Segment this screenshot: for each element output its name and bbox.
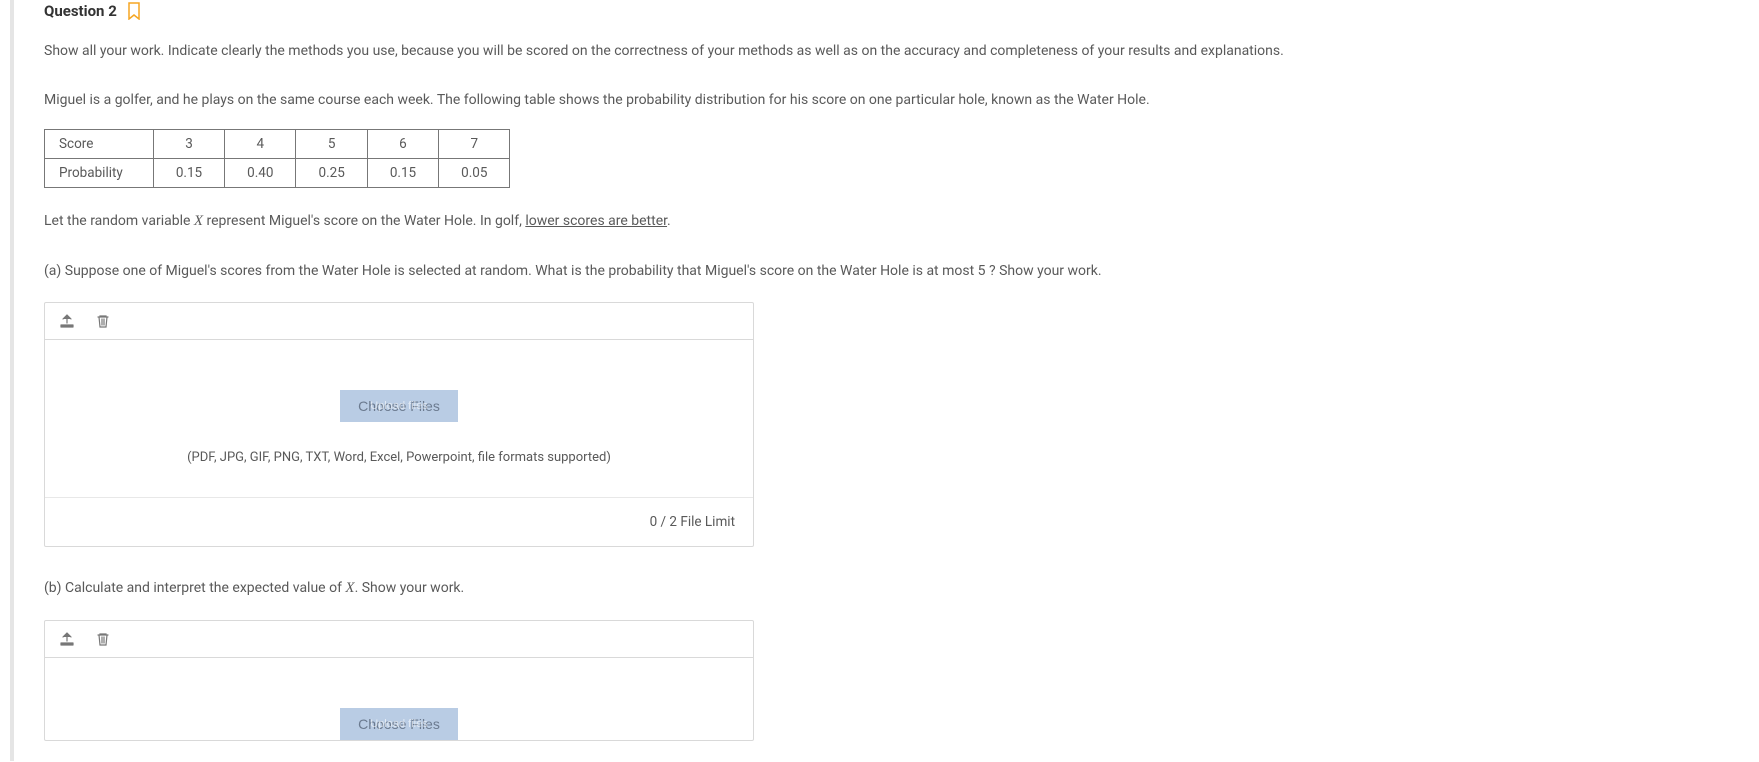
choose-files-button[interactable]: Choose Files Upload files xyxy=(340,390,458,422)
table-cell: 0.15 xyxy=(367,158,438,187)
upload-icon[interactable] xyxy=(59,313,75,329)
upload-container-b: Choose Files Upload files xyxy=(44,620,754,741)
let-random-variable-text: Let the random variable X represent Migu… xyxy=(44,210,1759,233)
trash-icon[interactable] xyxy=(95,631,111,647)
table-cell: 4 xyxy=(225,129,296,158)
table-cell: 6 xyxy=(367,129,438,158)
underlined-text: lower scores are better xyxy=(525,213,667,229)
file-limit-text: 0 / 2 File Limit xyxy=(45,497,753,546)
table-cell: 0.15 xyxy=(153,158,224,187)
upload-overlay-text: Upload files xyxy=(370,400,427,412)
upload-overlay-text: Upload files xyxy=(370,718,427,730)
text-segment: . xyxy=(667,213,671,229)
upload-toolbar xyxy=(45,621,753,658)
question-header: Question 2 xyxy=(44,0,1759,23)
table-row: Probability 0.15 0.40 0.25 0.15 0.05 xyxy=(45,158,510,187)
table-cell: 5 xyxy=(296,129,367,158)
table-cell: 7 xyxy=(439,129,510,158)
upload-dropzone[interactable]: Choose Files Upload files (PDF, JPG, GIF… xyxy=(45,340,753,498)
text-segment: represent Miguel's score on the Water Ho… xyxy=(203,213,525,229)
table-cell: 3 xyxy=(153,129,224,158)
variable-x: X xyxy=(194,213,203,229)
row-label: Score xyxy=(45,129,154,158)
upload-toolbar xyxy=(45,303,753,340)
part-b-text: (b) Calculate and interpret the expected… xyxy=(44,577,1759,600)
choose-files-button[interactable]: Choose Files Upload files xyxy=(340,708,458,740)
question-title: Question 2 xyxy=(44,0,117,23)
row-label: Probability xyxy=(45,158,154,187)
variable-x: X xyxy=(345,580,354,596)
upload-icon[interactable] xyxy=(59,631,75,647)
context-text: Miguel is a golfer, and he plays on the … xyxy=(44,90,1759,111)
probability-table: Score 3 4 5 6 7 Probability 0.15 0.40 0.… xyxy=(44,129,510,189)
supported-formats-text: (PDF, JPG, GIF, PNG, TXT, Word, Excel, P… xyxy=(65,448,733,468)
part-a-text: (a) Suppose one of Miguel's scores from … xyxy=(44,261,1759,282)
trash-icon[interactable] xyxy=(95,313,111,329)
table-cell: 0.05 xyxy=(439,158,510,187)
text-segment: (b) Calculate and interpret the expected… xyxy=(44,580,345,596)
bookmark-icon[interactable] xyxy=(127,2,141,20)
upload-dropzone[interactable]: Choose Files Upload files xyxy=(45,658,753,740)
table-cell: 0.25 xyxy=(296,158,367,187)
table-row: Score 3 4 5 6 7 xyxy=(45,129,510,158)
text-segment: Let the random variable xyxy=(44,213,194,229)
text-segment: . Show your work. xyxy=(355,580,465,596)
upload-container-a: Choose Files Upload files (PDF, JPG, GIF… xyxy=(44,302,754,548)
instructions-text: Show all your work. Indicate clearly the… xyxy=(44,41,1759,62)
table-cell: 0.40 xyxy=(225,158,296,187)
